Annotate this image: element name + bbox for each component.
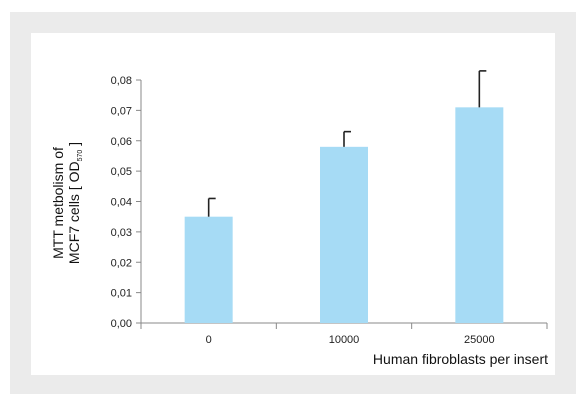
y-tick-label: 0,00 <box>111 318 132 330</box>
y-tick-label: 0,06 <box>111 136 132 148</box>
x-tick-label: 25000 <box>464 334 495 346</box>
y-tick-label: 0,08 <box>111 75 132 87</box>
chart-frame: MTT metbolism of MCF7 cells [ OD570 ] 0,… <box>10 12 576 394</box>
y-tick-label: 0,07 <box>111 105 132 117</box>
bar <box>320 146 368 323</box>
y-axis-title-line2-main: MCF7 cells [ OD <box>66 161 82 264</box>
y-tick-label: 0,04 <box>111 197 132 209</box>
y-tick-label: 0,05 <box>111 166 132 178</box>
x-axis-title: Human fibroblasts per insert <box>373 351 548 367</box>
y-axis-title-line2: MCF7 cells [ OD570 ] <box>66 142 84 264</box>
y-axis-title-line2-sub: 570 <box>77 150 84 162</box>
bar <box>184 216 233 323</box>
bar-chart: MTT metbolism of MCF7 cells [ OD570 ] 0,… <box>50 70 548 367</box>
x-tick-label: 10000 <box>329 334 360 346</box>
x-tick-label: 0 <box>206 334 212 346</box>
y-axis-title-line2-end: ] <box>66 142 82 150</box>
y-axis-title-line1: MTT metbolism of <box>50 147 66 259</box>
chart-panel: MTT metbolism of MCF7 cells [ OD570 ] 0,… <box>31 33 555 375</box>
bar <box>455 107 504 324</box>
y-tick-label: 0,02 <box>111 257 132 269</box>
plot-area: 0,00 0,01 0,02 0,03 0,04 0,05 0,06 0,07 0,08 0 100… <box>111 70 548 346</box>
y-tick-label: 0,03 <box>111 227 132 239</box>
y-axis-title: MTT metbolism of MCF7 cells [ OD570 ] <box>50 142 84 264</box>
y-tick-label: 0,01 <box>111 288 132 300</box>
